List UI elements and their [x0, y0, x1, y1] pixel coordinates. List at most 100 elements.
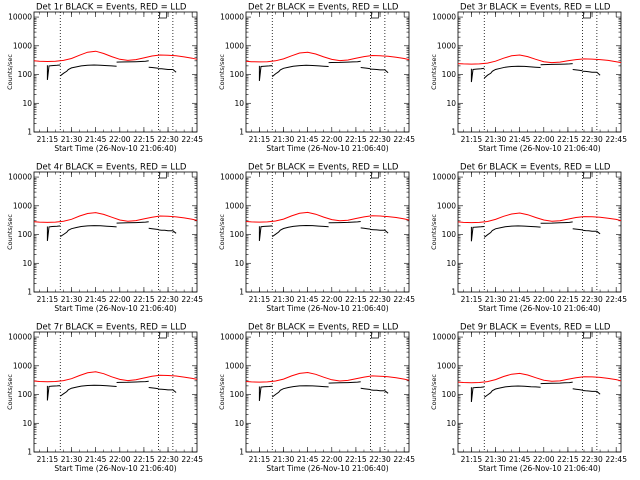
- plot-frame: [457, 331, 622, 453]
- y-tick-label: 10000: [432, 13, 456, 22]
- y-tick-label: 1: [27, 448, 32, 457]
- x-tick-label: 22:45: [393, 455, 415, 464]
- x-tick-label: 22:00: [533, 455, 555, 464]
- y-tick-label: 100: [442, 70, 457, 79]
- events-series-line: [572, 228, 583, 231]
- y-axis-label: Counts/sec: [218, 374, 226, 410]
- y-tick-label: 100: [230, 390, 245, 399]
- x-tick-label: 22:00: [109, 295, 131, 304]
- x-tick-label: 21:15: [37, 455, 59, 464]
- x-tick-label: 22:30: [157, 455, 179, 464]
- x-tick-label: 22:15: [133, 135, 155, 144]
- events-series-line: [158, 68, 177, 73]
- events-series-line: [328, 221, 361, 224]
- panel-title: Det 1r BLACK = Events, RED = LLD: [36, 3, 187, 13]
- x-tick-label: 21:30: [61, 135, 83, 144]
- y-tick-label: 1: [451, 288, 456, 297]
- detector-panel: Det 3r BLACK = Events, RED = LLD 1 10 100 10…: [430, 3, 627, 154]
- events-series-line: [582, 70, 601, 76]
- y-tick-label: 10: [446, 259, 456, 268]
- x-tick-label: 22:30: [369, 135, 391, 144]
- x-tick-label: 22:00: [533, 135, 555, 144]
- x-tick-label: 22:15: [557, 135, 579, 144]
- detector-panel: Det 9r BLACK = Events, RED = LLD 1 10 100 10…: [430, 323, 627, 474]
- events-series-line: [258, 65, 273, 81]
- events-series-line: [484, 385, 541, 398]
- events-series-line: [116, 221, 149, 224]
- x-tick-label: 22:45: [181, 455, 203, 464]
- detector-panel: Det 4r BLACK = Events, RED = LLD 1 10 100 10…: [6, 163, 203, 314]
- events-series-line: [360, 387, 371, 390]
- plot-frame: [33, 331, 198, 453]
- events-series-line: [328, 381, 361, 384]
- events-series-line: [258, 225, 273, 241]
- x-tick-label: 22:30: [581, 455, 603, 464]
- detector-panel: Det 5r BLACK = Events, RED = LLD 1 10 100 10…: [218, 163, 415, 314]
- y-tick-label: 1000: [437, 361, 456, 370]
- x-tick-label: 21:30: [273, 455, 295, 464]
- events-series-line: [158, 388, 177, 393]
- panel-title: Det 3r BLACK = Events, RED = LLD: [460, 3, 611, 13]
- lld-series-line: [245, 211, 410, 223]
- y-tick-label: 1: [239, 128, 244, 137]
- panel-title: Det 6r BLACK = Events, RED = LLD: [460, 163, 611, 173]
- events-series-line: [483, 225, 541, 238]
- events-series-line: [572, 69, 583, 72]
- x-tick-label: 22:45: [393, 135, 415, 144]
- x-tick-label: 21:45: [509, 295, 531, 304]
- events-series-line: [46, 385, 61, 401]
- y-tick-label: 100: [442, 230, 457, 239]
- events-series-line: [470, 67, 485, 83]
- x-axis-label: Start Time (26-Nov-10 21:06:40): [478, 144, 600, 153]
- events-series-line: [148, 227, 159, 230]
- y-tick-label: 10000: [432, 333, 456, 342]
- interval-bracket: [159, 332, 167, 339]
- x-axis-label: Start Time (26-Nov-10 21:06:40): [478, 304, 600, 313]
- events-series-line: [470, 386, 485, 403]
- x-tick-label: 22:30: [157, 295, 179, 304]
- x-tick-label: 21:15: [249, 295, 271, 304]
- y-tick-label: 10000: [8, 173, 32, 182]
- x-tick-label: 22:15: [557, 295, 579, 304]
- plot-frame: [245, 171, 410, 293]
- x-tick-label: 22:00: [109, 135, 131, 144]
- x-tick-label: 22:00: [321, 135, 343, 144]
- interval-bracket: [583, 12, 591, 19]
- x-tick-label: 21:30: [61, 295, 83, 304]
- x-axis-label: Start Time (26-Nov-10 21:06:40): [266, 464, 388, 473]
- y-tick-label: 10000: [220, 333, 244, 342]
- events-series-line: [540, 221, 573, 224]
- x-tick-label: 21:45: [85, 135, 107, 144]
- plot-frame: [457, 171, 622, 293]
- detector-panel: Det 2r BLACK = Events, RED = LLD 1 10 100 10…: [218, 3, 415, 154]
- x-tick-label: 21:15: [37, 135, 59, 144]
- events-series-line: [116, 380, 149, 383]
- x-tick-label: 21:15: [249, 135, 271, 144]
- x-tick-label: 21:15: [461, 135, 483, 144]
- lld-series-line: [33, 50, 198, 63]
- x-tick-label: 21:30: [273, 135, 295, 144]
- x-tick-label: 22:30: [369, 295, 391, 304]
- events-series-line: [582, 390, 601, 395]
- detector-panel: Det 6r BLACK = Events, RED = LLD 1 10 100 10…: [430, 163, 627, 314]
- x-tick-label: 22:00: [533, 295, 555, 304]
- plot-frame: [457, 11, 622, 133]
- detector-panel: Det 1r BLACK = Events, RED = LLD 1 10 100 10…: [6, 3, 203, 154]
- x-tick-label: 22:30: [157, 135, 179, 144]
- events-series-line: [258, 385, 273, 401]
- interval-bracket: [371, 172, 379, 179]
- interval-bracket: [583, 172, 591, 179]
- x-axis-label: Start Time (26-Nov-10 21:06:40): [266, 144, 388, 153]
- events-series-line: [370, 229, 389, 234]
- panel-title: Det 4r BLACK = Events, RED = LLD: [36, 163, 187, 173]
- events-series-line: [46, 64, 61, 80]
- events-series-line: [328, 60, 361, 64]
- y-tick-label: 10000: [220, 173, 244, 182]
- x-tick-label: 22:45: [605, 295, 627, 304]
- panel-title: Det 2r BLACK = Events, RED = LLD: [248, 3, 399, 13]
- x-tick-label: 21:45: [297, 455, 319, 464]
- plot-frame: [33, 171, 198, 293]
- events-series-line: [60, 225, 117, 238]
- y-axis-label: Counts/sec: [6, 54, 14, 90]
